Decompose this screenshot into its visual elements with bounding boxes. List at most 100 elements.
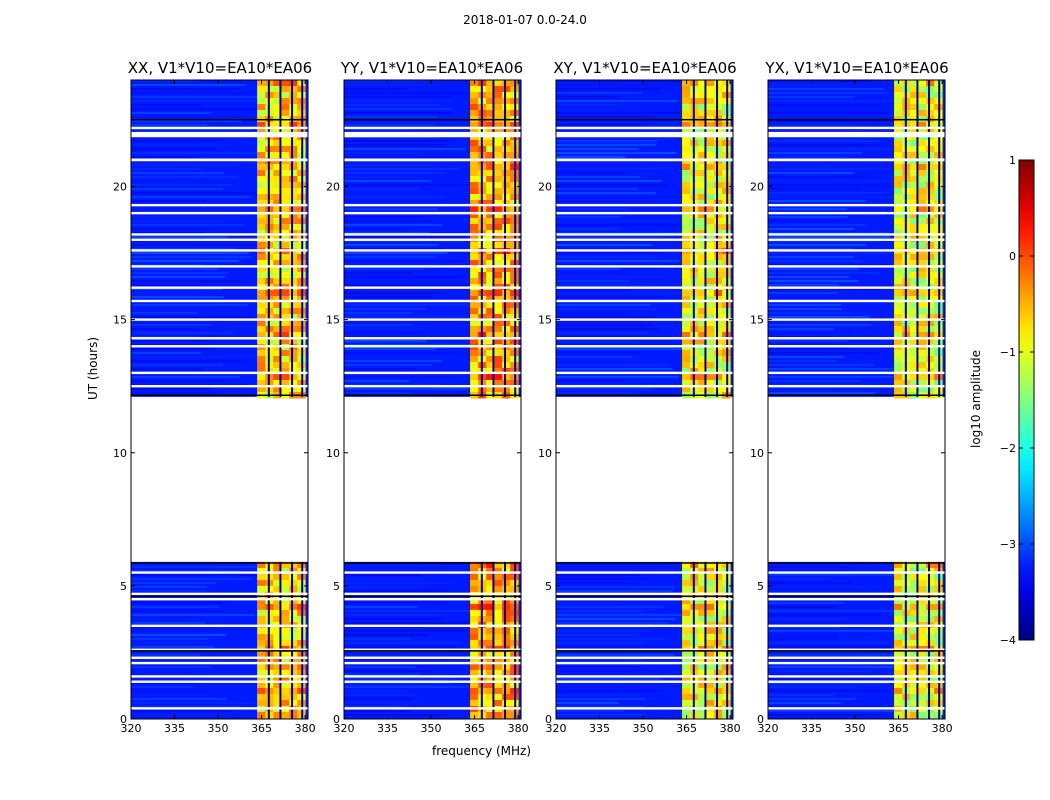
panel-xx-band-cell (281, 98, 290, 105)
panel-yy-band-cell (494, 633, 503, 641)
panel-yx-band-cell (926, 98, 935, 105)
panel-xx-band-cell (273, 86, 282, 93)
panel-xx-separator-2 (131, 562, 308, 564)
panel-xx-band-cell (257, 681, 266, 689)
panel-xx-band-cell (273, 182, 282, 189)
panel-yx-x-tick-label-4: 380 (932, 722, 953, 735)
panel-xx-band-cell (281, 134, 290, 141)
panel-xx-noise-row (131, 200, 207, 202)
panel-yx-separator-0 (768, 118, 945, 121)
panel-xx-noise-row (131, 108, 258, 110)
panel-yx-separator-4 (768, 650, 945, 652)
panel-xy-noise-row (556, 569, 637, 572)
panel-yy-band-cell (502, 675, 511, 683)
panel-yx-band-cell (894, 152, 903, 159)
panel-yx-flagged-row-6 (768, 624, 945, 628)
panel-yx-band-cell (910, 687, 919, 695)
panel-xy-band-cell (714, 224, 723, 231)
panel-xx-noise-row (131, 693, 209, 696)
panel-xx-band-cell (273, 633, 282, 641)
panel-xx-band-cell (273, 573, 282, 581)
panel-xx-band-cell (289, 128, 298, 135)
panel-yy-band-cell (470, 609, 479, 617)
panel-xx-band-cell (273, 164, 282, 171)
panel-xy-y-tick-label-1: 5 (545, 580, 552, 593)
panel-xy-x-tick-label-4: 380 (720, 722, 741, 735)
panel-xx-noise-row (131, 713, 230, 716)
panel-xy-band-cell (714, 374, 723, 381)
panel-xx-band-cell (281, 194, 290, 201)
panel-yy-separator-2 (344, 562, 521, 564)
panel-xx-band-cell (281, 368, 290, 375)
panel-yx-band-cell (894, 573, 903, 581)
panel-yx-noise-row (768, 84, 848, 86)
x-axis-label: frequency (MHz) (432, 744, 532, 758)
panel-yx-noise-row (768, 144, 881, 146)
panel-xy-separator-1 (556, 394, 733, 397)
panel-xx-band-cell (289, 152, 298, 159)
panel-xy-band-cell (698, 332, 707, 339)
panel-xy-band-cell (714, 597, 723, 605)
panel-xy-band-cell (714, 362, 723, 369)
panel-yy-noise-row (344, 240, 465, 242)
panel-xx-band-cell (257, 224, 266, 231)
panel-xy-noise-row (556, 280, 630, 282)
panel-yy-noise-row (344, 188, 421, 190)
panel-yx-band-cell (918, 711, 927, 719)
panel-yx-band-cell (918, 693, 927, 701)
panel-xx-band-cell (257, 170, 266, 177)
panel-yy-band-cell (486, 290, 495, 297)
panel-xy-flagged-row-1 (556, 680, 733, 683)
panel-yy-band-cell (494, 681, 503, 689)
panel-yx-band-cell (910, 380, 919, 387)
panel-yx-noise-row (768, 256, 854, 258)
panel-xx-band-cell (289, 609, 298, 617)
panel-xy-band-cell (714, 86, 723, 93)
panel-xy-band-cell (682, 182, 691, 189)
panel-xx-band-cell (281, 128, 290, 135)
panel-yy-band-cell (494, 615, 503, 623)
panel-yx-noise-row (768, 320, 886, 322)
panel-xx-noise-row (131, 376, 240, 378)
panel-yy-flagged-band-1 (344, 158, 521, 162)
panel-xy-noise-row (556, 100, 678, 102)
panel-xx-noise-row (131, 344, 206, 346)
panel-xy-band-cell (698, 200, 707, 207)
panel-yy-band-cell (494, 98, 503, 105)
panel-xy-band-cell (698, 374, 707, 381)
panel-xy-y-tick-label-3: 15 (538, 314, 552, 327)
panel-yx-flagged-row-9 (768, 571, 945, 574)
panel-yx-band-cell (894, 627, 903, 635)
panel-yy-band-cell (470, 182, 479, 189)
panel-xx-noise-row (131, 184, 233, 186)
panel-yy-band-cell (502, 591, 511, 599)
panel-xx-band-cell (289, 326, 298, 333)
panel-xx-band-cell (289, 657, 298, 665)
panel-xx-noise-row (131, 388, 213, 390)
panel-xy-band-cell (706, 633, 715, 641)
panel-xx-noise-row (131, 224, 244, 226)
panel-xy-band-cell (698, 266, 707, 273)
panel-yy-band-cell (502, 639, 511, 647)
panel-xx-noise-row (131, 585, 207, 588)
panel-xy-band-cell (682, 669, 691, 677)
panel-xx-channel-gap-2 (291, 80, 294, 397)
panel-yx-noise-row (768, 669, 875, 672)
panel-xx-channel-gap-0 (267, 80, 270, 397)
panel-xy-band-cell (706, 675, 715, 683)
panel-xx-band-cell (257, 380, 266, 387)
panel-xx-band-cell (257, 218, 266, 225)
panel-yx-band-cell (918, 254, 927, 261)
panel-yx-band-cell (918, 164, 927, 171)
panel-xx-band-cell (273, 146, 282, 153)
panel-xy-noise-row (556, 268, 620, 270)
panel-xx-band-cell (281, 326, 290, 333)
panel-yy-band-cell (470, 122, 479, 129)
panel-xx-band-cell (273, 308, 282, 315)
panel-yy-band-cell (486, 362, 495, 369)
panel-xy-noise-row (556, 677, 661, 680)
panel-xx-band-cell (289, 386, 298, 393)
panel-yx-noise-row (768, 629, 895, 632)
panel-yy-noise-row (344, 621, 471, 624)
panel-xy-noise-row (556, 685, 683, 688)
